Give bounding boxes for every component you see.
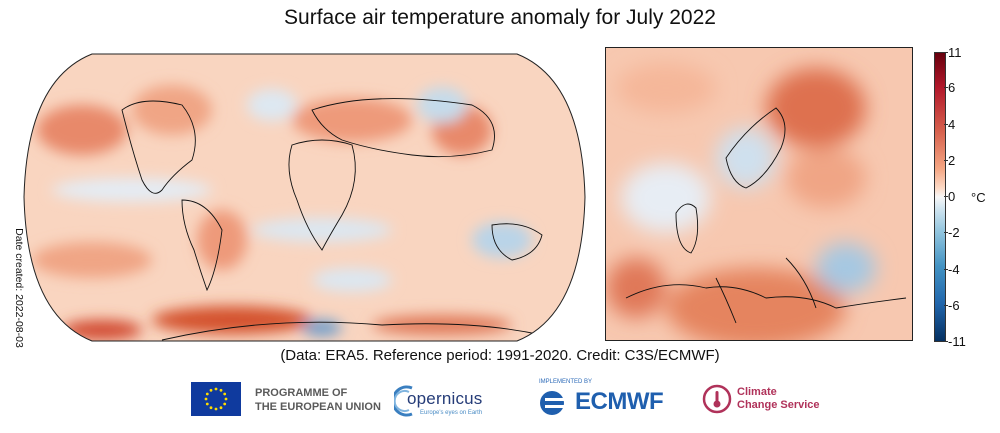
colorbar [934, 52, 946, 342]
ecmwf-icon [540, 391, 567, 415]
colorbar-tick: -11 [944, 334, 966, 349]
implemented-by-label: IMPLEMENTED BY [539, 379, 593, 385]
c3s-label-line1: Climate [737, 386, 777, 398]
colorbar-tick: -4 [944, 262, 960, 277]
colorbar-tick: 0 [943, 189, 956, 204]
eu-label-line2: THE EUROPEAN UNION [255, 401, 381, 413]
eu-flag-icon [191, 382, 241, 416]
colorbar-unit: °C [971, 190, 986, 205]
eu-programme-label: PROGRAMME OF THE EUROPEAN UNION [255, 386, 381, 414]
colorbar-tick: 4 [943, 117, 956, 132]
c3s-label: Climate Change Service [737, 386, 820, 412]
colorbar-tick: 11 [944, 45, 962, 60]
thermometer-icon [702, 384, 732, 414]
copernicus-wordmark: opernicus [407, 389, 483, 408]
colorbar-tick: 6 [943, 80, 956, 95]
c3s-label-line2: Change Service [737, 399, 820, 411]
ecmwf-wordmark: ECMWF [575, 388, 664, 415]
data-credit-caption: (Data: ERA5. Reference period: 1991-2020… [280, 347, 720, 364]
world-anomaly-map [23, 53, 586, 342]
copernicus-icon [394, 385, 413, 417]
logo-row: PROGRAMME OF THE EUROPEAN UNION opernicu… [0, 378, 1000, 433]
colorbar-tick: 2 [943, 153, 956, 168]
colorbar-tick: -6 [944, 298, 960, 313]
europe-anomaly-map [605, 47, 913, 341]
copernicus-tagline: Europe's eyes on Earth [420, 410, 483, 416]
colorbar-tick: -2 [944, 225, 960, 240]
eu-label-line1: PROGRAMME OF [255, 387, 348, 399]
map-title: Surface air temperature anomaly for July… [284, 6, 716, 29]
copernicus-logo: opernicus Europe's eyes on Earth [394, 380, 514, 420]
